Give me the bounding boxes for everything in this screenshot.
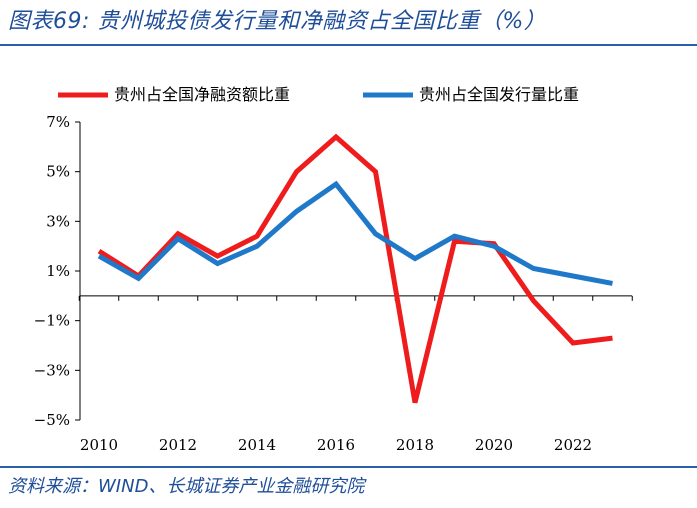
title-rule [0,44,697,46]
y-tick-label: −3% [34,361,70,379]
source-note: 资料来源：WIND、长城证券产业金融研究院 [8,476,365,497]
x-tick-label: 2020 [475,436,513,454]
y-tick-label: −1% [34,312,70,330]
x-tick-label: 2010 [80,436,118,454]
x-tick-label: 2012 [159,436,197,454]
y-tick-label: 1% [46,262,70,280]
y-tick-label: 3% [46,212,70,230]
x-tick-label: 2018 [396,436,434,454]
y-tick-label: 7% [46,113,70,131]
source-rule [0,466,697,468]
series-line-net-financing [97,133,613,404]
x-tick-label: 2022 [554,436,592,454]
legend-label-net-financing: 贵州占全国净融资额比重 [114,85,290,104]
y-tick-label: −5% [34,411,70,429]
series-line-issuance [97,180,613,286]
y-tick-label: 5% [46,163,70,181]
figure-title: 图表69: 贵州城投债发行量和净融资占全国比重（%） [8,9,547,34]
legend-label-issuance: 贵州占全国发行量比重 [419,85,579,104]
x-tick-label: 2016 [317,436,355,454]
x-tick-label: 2014 [238,436,276,454]
